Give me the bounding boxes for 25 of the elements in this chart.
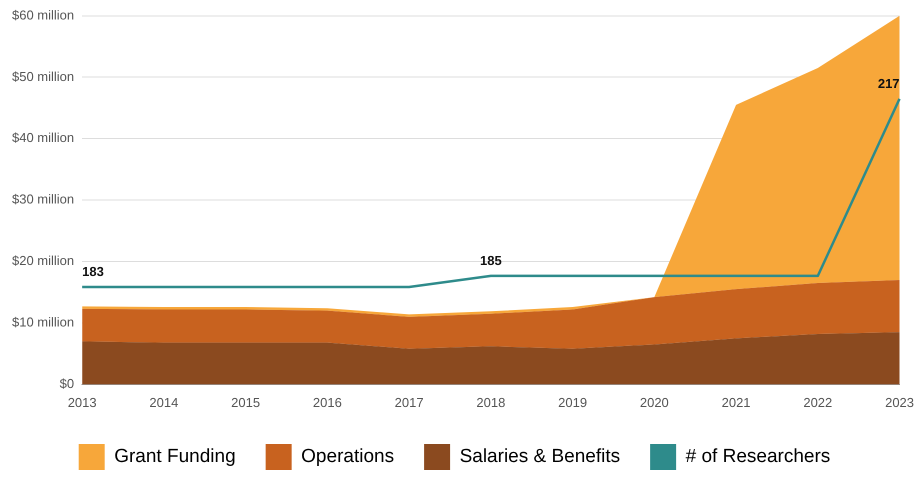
x-tick-label: 2023 xyxy=(885,394,914,410)
y-tick-label: $10 million xyxy=(12,314,74,330)
y-tick-label: $60 million xyxy=(12,7,74,22)
x-tick-label: 2016 xyxy=(312,394,342,410)
legend-label: Operations xyxy=(301,446,394,468)
x-tick-label: 2021 xyxy=(722,394,751,410)
y-tick-label: $30 million xyxy=(12,192,74,207)
y-tick-label: $50 million xyxy=(12,68,74,84)
x-tick-label: 2020 xyxy=(640,394,669,410)
data-label: 217 xyxy=(878,76,900,91)
y-tick-label: $0 xyxy=(60,376,74,391)
y-tick-label: $20 million xyxy=(12,253,74,268)
x-tick-label: 2019 xyxy=(558,394,588,410)
x-tick-label: 2013 xyxy=(68,394,97,410)
x-tick-label: 2015 xyxy=(231,394,260,410)
legend-label: Salaries & Benefits xyxy=(460,446,620,468)
legend-label: # of Researchers xyxy=(686,446,830,468)
x-tick-label: 2014 xyxy=(149,394,178,410)
x-tick-label: 2018 xyxy=(476,394,506,410)
x-tick-label: 2022 xyxy=(803,394,832,410)
data-label: 183 xyxy=(82,264,104,280)
data-label: 185 xyxy=(480,253,502,268)
x-tick-label: 2017 xyxy=(394,394,424,410)
y-tick-label: $40 million xyxy=(12,130,74,146)
legend-label: Grant Funding xyxy=(114,446,236,468)
